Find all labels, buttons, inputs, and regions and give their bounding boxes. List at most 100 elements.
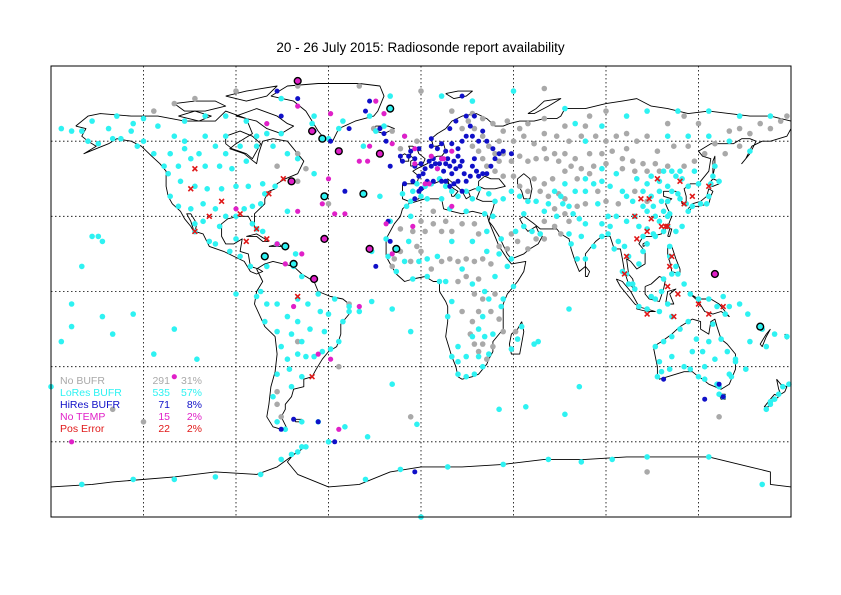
station-hires-bufr xyxy=(467,173,473,179)
station-lores-bufr xyxy=(771,396,778,403)
station-lores-bufr xyxy=(660,338,667,345)
station-lores-bufr xyxy=(167,150,173,157)
station-lores-bufr xyxy=(397,466,404,473)
station-no-temp xyxy=(328,356,334,362)
pos-error-marker xyxy=(644,228,651,235)
station-lores-bufr xyxy=(356,308,363,315)
station-no-temp xyxy=(291,303,297,310)
pos-error-marker xyxy=(631,213,638,220)
station-hires-bufr xyxy=(428,143,434,149)
station-no-bufr xyxy=(784,113,790,119)
station-no-bufr xyxy=(510,138,517,144)
station-lores-bufr xyxy=(340,318,346,325)
station-no-bufr xyxy=(428,266,435,272)
station-lores-bufr xyxy=(607,223,613,230)
station-lores-bufr xyxy=(167,193,173,200)
station-no-bufr xyxy=(654,148,661,154)
station-lores-bufr xyxy=(171,133,178,139)
station-markers xyxy=(48,76,792,520)
station-lores-bufr xyxy=(582,138,589,144)
station-no-bufr xyxy=(496,243,502,250)
station-no-bufr xyxy=(566,218,572,225)
station-hires-bufr xyxy=(459,138,465,144)
station-no-bufr xyxy=(484,163,490,169)
station-lores-bufr xyxy=(629,198,636,205)
station-lores-bufr xyxy=(669,271,675,277)
station-lores-bufr xyxy=(434,253,441,260)
station-lores-bufr xyxy=(726,303,733,310)
station-lores-bufr xyxy=(582,176,589,182)
station-hires-bufr xyxy=(410,178,416,184)
station-lores-bufr xyxy=(410,276,416,282)
station-hires-bufr xyxy=(278,113,284,119)
station-no-bufr xyxy=(500,173,507,179)
station-lores-bufr xyxy=(274,301,280,307)
legend-row: HiRes BUFR 71 8% xyxy=(60,399,202,411)
station-ringed xyxy=(386,104,395,113)
station-lores-bufr xyxy=(196,150,202,157)
station-lores-bufr xyxy=(664,183,671,190)
station-lores-bufr xyxy=(241,206,247,212)
station-no-bufr xyxy=(685,143,691,149)
station-lores-bufr xyxy=(274,328,280,335)
station-hires-bufr xyxy=(480,171,486,177)
station-lores-bufr xyxy=(171,326,178,332)
station-no-bufr xyxy=(562,123,568,129)
station-lores-bufr xyxy=(481,333,488,340)
legend-label: LoRes BUFR xyxy=(60,387,122,399)
station-lores-bufr xyxy=(105,125,112,132)
station-hires-bufr xyxy=(397,153,403,159)
station-no-bufr xyxy=(438,258,445,265)
station-no-bufr xyxy=(459,125,465,132)
station-no-bufr xyxy=(508,158,515,164)
station-lores-bufr xyxy=(666,366,673,373)
station-lores-bufr xyxy=(327,346,334,352)
station-ringed xyxy=(334,147,343,156)
station-lores-bufr xyxy=(455,343,461,350)
station-lores-bufr xyxy=(469,281,476,287)
station-lores-bufr xyxy=(233,291,239,297)
station-lores-bufr xyxy=(212,143,219,149)
station-lores-bufr xyxy=(247,263,254,270)
station-lores-bufr xyxy=(416,258,422,265)
station-lores-bufr xyxy=(767,113,774,119)
station-lores-bufr xyxy=(572,188,578,195)
station-hires-bufr xyxy=(463,178,469,184)
station-lores-bufr xyxy=(109,135,116,142)
station-hires-bufr xyxy=(490,146,496,152)
station-lores-bufr xyxy=(677,326,683,332)
pos-error-marker xyxy=(674,291,681,297)
station-hires-bufr xyxy=(422,166,428,172)
station-lores-bufr xyxy=(216,163,223,169)
station-lores-bufr xyxy=(689,348,696,355)
station-lores-bufr xyxy=(410,188,416,195)
station-lores-bufr xyxy=(305,301,311,307)
station-lores-bufr xyxy=(401,258,408,265)
station-lores-bufr xyxy=(264,130,270,137)
coastline-eurasia xyxy=(402,98,792,290)
station-no-bufr xyxy=(140,419,147,425)
station-ringed xyxy=(710,269,720,279)
station-lores-bufr xyxy=(175,203,182,210)
pos-error-marker xyxy=(705,183,712,190)
pos-error-marker xyxy=(263,235,270,242)
station-no-bufr xyxy=(414,243,420,250)
station-lores-bufr xyxy=(523,404,529,410)
station-lores-bufr xyxy=(407,328,414,335)
station-lores-bufr xyxy=(621,243,628,250)
station-hires-bufr xyxy=(455,146,461,152)
station-no-temp xyxy=(410,223,416,229)
station-no-bufr xyxy=(757,120,763,127)
station-hires-bufr xyxy=(387,238,393,244)
station-lores-bufr xyxy=(262,191,268,197)
station-lores-bufr xyxy=(664,213,671,220)
station-lores-bufr xyxy=(516,193,523,200)
station-lores-bufr xyxy=(95,233,102,240)
station-no-bufr xyxy=(634,138,640,144)
station-no-bufr xyxy=(490,120,496,127)
station-no-bufr xyxy=(294,338,301,345)
station-no-bufr xyxy=(479,115,486,122)
station-lores-bufr xyxy=(722,311,728,317)
station-no-bufr xyxy=(504,246,511,252)
